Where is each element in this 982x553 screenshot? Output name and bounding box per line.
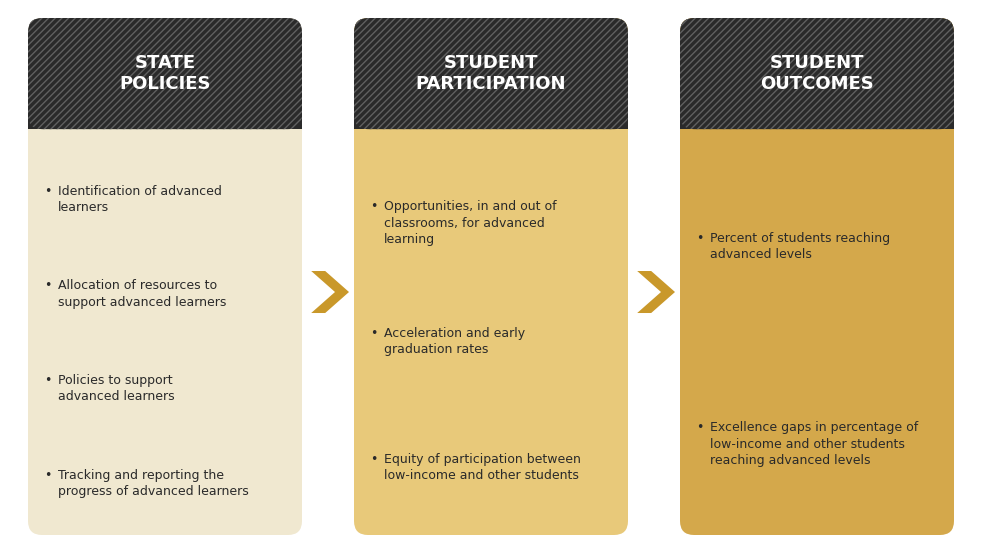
FancyBboxPatch shape (28, 18, 302, 129)
Text: •: • (44, 279, 51, 292)
Text: Excellence gaps in percentage of
low-income and other students
reaching advanced: Excellence gaps in percentage of low-inc… (710, 421, 918, 467)
Text: Acceleration and early
graduation rates: Acceleration and early graduation rates (384, 327, 525, 356)
Text: Opportunities, in and out of
classrooms, for advanced
learning: Opportunities, in and out of classrooms,… (384, 200, 557, 246)
Text: Identification of advanced
learners: Identification of advanced learners (58, 185, 222, 214)
Text: Policies to support
advanced learners: Policies to support advanced learners (58, 374, 175, 404)
Text: Percent of students reaching
advanced levels: Percent of students reaching advanced le… (710, 232, 890, 262)
Bar (28, 79, 302, 129)
Text: •: • (44, 374, 51, 387)
FancyBboxPatch shape (354, 18, 628, 129)
FancyBboxPatch shape (680, 18, 954, 129)
Text: STUDENT
OUTCOMES: STUDENT OUTCOMES (760, 54, 874, 93)
Text: Tracking and reporting the
progress of advanced learners: Tracking and reporting the progress of a… (58, 468, 248, 498)
Text: •: • (44, 185, 51, 197)
Polygon shape (311, 271, 349, 313)
Text: •: • (696, 421, 703, 434)
FancyBboxPatch shape (354, 18, 628, 535)
Bar (680, 79, 954, 129)
Text: Equity of participation between
low-income and other students: Equity of participation between low-inco… (384, 453, 581, 482)
Text: STUDENT
PARTICIPATION: STUDENT PARTICIPATION (415, 54, 567, 93)
Text: •: • (370, 453, 377, 466)
Text: Allocation of resources to
support advanced learners: Allocation of resources to support advan… (58, 279, 227, 309)
FancyBboxPatch shape (28, 18, 302, 535)
Text: STATE
POLICIES: STATE POLICIES (119, 54, 211, 93)
FancyBboxPatch shape (680, 18, 954, 535)
Text: •: • (370, 327, 377, 340)
Polygon shape (637, 271, 675, 313)
Text: •: • (696, 232, 703, 245)
Text: •: • (370, 200, 377, 213)
Text: •: • (44, 468, 51, 482)
Bar (354, 79, 628, 129)
